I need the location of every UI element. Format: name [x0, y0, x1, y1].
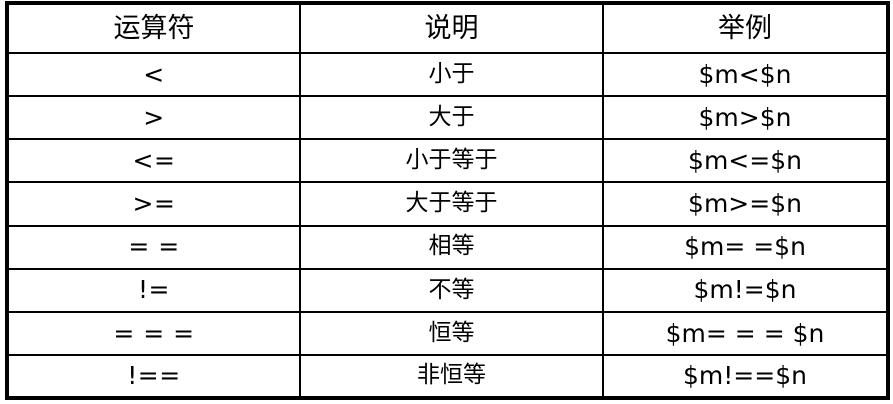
- table-row: >= 大于等于 $m>=$n: [6, 181, 889, 227]
- table-row: != 不等 $m!=$n: [6, 267, 889, 313]
- cell-description: 大于: [299, 95, 604, 141]
- cell-description: 小于等于: [299, 138, 604, 184]
- cell-description: 恒等: [299, 310, 604, 356]
- table-row: = = 相等 $m= =$n: [6, 224, 889, 270]
- cell-operator: <=: [6, 138, 301, 184]
- column-header-description: 说明: [299, 2, 604, 54]
- table-header: 运算符 说明 举例: [6, 2, 889, 54]
- cell-description: 相等: [299, 224, 604, 270]
- cell-example: $m<$n: [602, 51, 889, 98]
- table-row: <= 小于等于 $m<=$n: [6, 138, 889, 184]
- cell-example: $m!==$n: [602, 353, 889, 400]
- cell-operator: !==: [6, 353, 301, 400]
- cell-operator: = = =: [6, 310, 301, 356]
- column-header-operator: 运算符: [6, 2, 301, 54]
- table-row: > 大于 $m>$n: [6, 95, 889, 141]
- cell-example: $m>$n: [602, 95, 889, 141]
- cell-operator: = =: [6, 224, 301, 270]
- table-header-row: 运算符 说明 举例: [6, 2, 889, 54]
- cell-example: $m= =$n: [602, 224, 889, 270]
- cell-description: 大于等于: [299, 181, 604, 227]
- cell-operator: <: [6, 51, 301, 98]
- cell-example: $m= = = $n: [602, 310, 889, 356]
- cell-example: $m!=$n: [602, 267, 889, 313]
- cell-example: $m<=$n: [602, 138, 889, 184]
- cell-description: 小于: [299, 51, 604, 98]
- cell-description: 不等: [299, 267, 604, 313]
- table-row: = = = 恒等 $m= = = $n: [6, 310, 889, 356]
- cell-operator: !=: [6, 267, 301, 313]
- cell-example: $m>=$n: [602, 181, 889, 227]
- table-row: !== 非恒等 $m!==$n: [6, 353, 889, 400]
- cell-operator: >=: [6, 181, 301, 227]
- cell-description: 非恒等: [299, 353, 604, 400]
- operator-comparison-table: 运算符 说明 举例 < 小于 $m<$n > 大于 $m>$n <= 小于等于 …: [5, 1, 890, 400]
- table-row: < 小于 $m<$n: [6, 51, 889, 98]
- cell-operator: >: [6, 95, 301, 141]
- column-header-example: 举例: [602, 2, 889, 54]
- table-body: < 小于 $m<$n > 大于 $m>$n <= 小于等于 $m<=$n >= …: [6, 51, 889, 400]
